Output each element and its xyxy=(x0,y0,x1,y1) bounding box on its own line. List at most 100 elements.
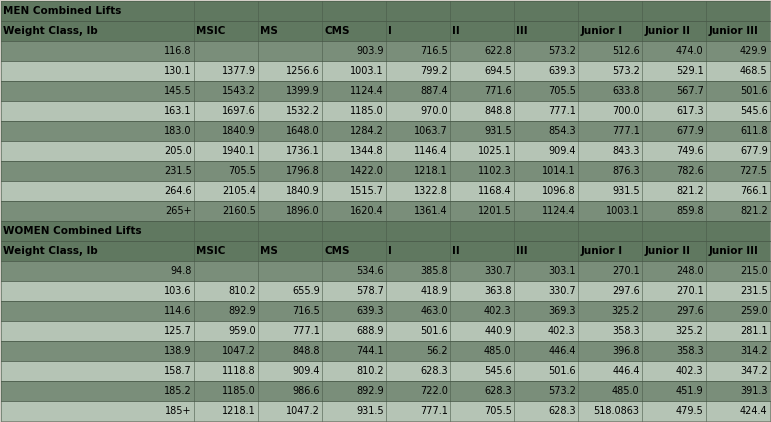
Text: 843.3: 843.3 xyxy=(612,146,640,156)
Text: 363.8: 363.8 xyxy=(484,286,512,296)
Text: 887.4: 887.4 xyxy=(420,86,448,96)
Text: 347.2: 347.2 xyxy=(740,366,768,376)
Text: 402.3: 402.3 xyxy=(484,306,512,316)
Text: 854.3: 854.3 xyxy=(548,126,576,136)
Text: 545.6: 545.6 xyxy=(740,106,768,116)
Text: 264.6: 264.6 xyxy=(164,186,192,196)
Bar xyxy=(1,101,770,121)
Text: 463.0: 463.0 xyxy=(420,306,448,316)
Text: 639.3: 639.3 xyxy=(356,306,384,316)
Text: 512.6: 512.6 xyxy=(612,46,640,56)
Text: 727.5: 727.5 xyxy=(739,166,768,176)
Text: 622.8: 622.8 xyxy=(484,46,512,56)
Text: 1284.2: 1284.2 xyxy=(350,126,384,136)
Text: 1322.8: 1322.8 xyxy=(414,186,448,196)
Text: 424.4: 424.4 xyxy=(740,406,768,416)
Text: 782.6: 782.6 xyxy=(676,166,704,176)
Text: 1003.1: 1003.1 xyxy=(606,206,640,216)
Text: 1256.6: 1256.6 xyxy=(286,66,320,76)
Text: 931.5: 931.5 xyxy=(484,126,512,136)
Bar xyxy=(1,341,770,361)
Text: 892.9: 892.9 xyxy=(356,386,384,396)
Text: Weight Class, lb: Weight Class, lb xyxy=(3,246,98,256)
Text: 628.3: 628.3 xyxy=(548,406,576,416)
Text: 1620.4: 1620.4 xyxy=(350,206,384,216)
Text: 705.5: 705.5 xyxy=(548,86,576,96)
Bar xyxy=(1,121,770,141)
Text: 330.7: 330.7 xyxy=(548,286,576,296)
Text: 573.2: 573.2 xyxy=(548,46,576,56)
Text: 402.3: 402.3 xyxy=(548,326,576,336)
Text: 1344.8: 1344.8 xyxy=(350,146,384,156)
Text: 1532.2: 1532.2 xyxy=(286,106,320,116)
Text: 130.1: 130.1 xyxy=(164,66,192,76)
Text: 446.4: 446.4 xyxy=(548,346,576,356)
Text: 1185.0: 1185.0 xyxy=(350,106,384,116)
Text: 688.9: 688.9 xyxy=(356,326,384,336)
Text: 545.6: 545.6 xyxy=(484,366,512,376)
Text: 270.1: 270.1 xyxy=(676,286,704,296)
Text: 1118.8: 1118.8 xyxy=(222,366,256,376)
Text: 677.9: 677.9 xyxy=(676,126,704,136)
Text: 639.3: 639.3 xyxy=(548,66,576,76)
Text: 114.6: 114.6 xyxy=(164,306,192,316)
Text: I: I xyxy=(389,246,392,256)
Text: 396.8: 396.8 xyxy=(612,346,640,356)
Text: 1146.4: 1146.4 xyxy=(414,146,448,156)
Text: 231.5: 231.5 xyxy=(164,166,192,176)
Bar xyxy=(1,81,770,101)
Text: 1102.3: 1102.3 xyxy=(478,166,512,176)
Bar xyxy=(1,281,770,301)
Text: Junior II: Junior II xyxy=(645,26,690,36)
Bar xyxy=(1,241,770,261)
Text: 573.2: 573.2 xyxy=(612,66,640,76)
Text: 451.9: 451.9 xyxy=(676,386,704,396)
Text: 402.3: 402.3 xyxy=(676,366,704,376)
Text: Junior III: Junior III xyxy=(709,26,758,36)
Text: 314.2: 314.2 xyxy=(740,346,768,356)
Text: I: I xyxy=(389,26,392,36)
Text: 1124.4: 1124.4 xyxy=(350,86,384,96)
Text: 1736.1: 1736.1 xyxy=(286,146,320,156)
Text: 518.0863: 518.0863 xyxy=(594,406,640,416)
Text: 440.9: 440.9 xyxy=(484,326,512,336)
Bar xyxy=(1,41,770,61)
Text: 281.1: 281.1 xyxy=(740,326,768,336)
Text: 358.3: 358.3 xyxy=(612,326,640,336)
Text: 485.0: 485.0 xyxy=(484,346,512,356)
Bar xyxy=(1,221,770,241)
Bar xyxy=(1,261,770,281)
Text: 185.2: 185.2 xyxy=(164,386,192,396)
Text: 185+: 185+ xyxy=(165,406,192,416)
Text: 1047.2: 1047.2 xyxy=(286,406,320,416)
Text: 821.2: 821.2 xyxy=(740,206,768,216)
Text: 633.8: 633.8 xyxy=(612,86,640,96)
Text: 1543.2: 1543.2 xyxy=(222,86,256,96)
Text: 418.9: 418.9 xyxy=(420,286,448,296)
Text: MSIC: MSIC xyxy=(197,246,226,256)
Text: 125.7: 125.7 xyxy=(163,326,192,336)
Text: WOMEN Combined Lifts: WOMEN Combined Lifts xyxy=(3,226,142,236)
Text: 700.0: 700.0 xyxy=(612,106,640,116)
Text: 1063.7: 1063.7 xyxy=(414,126,448,136)
Text: 479.5: 479.5 xyxy=(676,406,704,416)
Text: CMS: CMS xyxy=(325,26,350,36)
Bar xyxy=(1,321,770,341)
Text: 777.1: 777.1 xyxy=(420,406,448,416)
Text: 931.5: 931.5 xyxy=(612,186,640,196)
Text: 330.7: 330.7 xyxy=(484,266,512,276)
Text: 1218.1: 1218.1 xyxy=(414,166,448,176)
Text: 959.0: 959.0 xyxy=(228,326,256,336)
Text: 534.6: 534.6 xyxy=(356,266,384,276)
Text: 766.1: 766.1 xyxy=(740,186,768,196)
Text: Junior III: Junior III xyxy=(709,246,758,256)
Text: 744.1: 744.1 xyxy=(356,346,384,356)
Text: Junior I: Junior I xyxy=(581,246,622,256)
Text: 1168.4: 1168.4 xyxy=(478,186,512,196)
Text: 1422.0: 1422.0 xyxy=(350,166,384,176)
Text: 1047.2: 1047.2 xyxy=(222,346,256,356)
Text: 611.8: 611.8 xyxy=(740,126,768,136)
Text: 56.2: 56.2 xyxy=(426,346,448,356)
Text: 1185.0: 1185.0 xyxy=(222,386,256,396)
Text: 903.9: 903.9 xyxy=(356,46,384,56)
